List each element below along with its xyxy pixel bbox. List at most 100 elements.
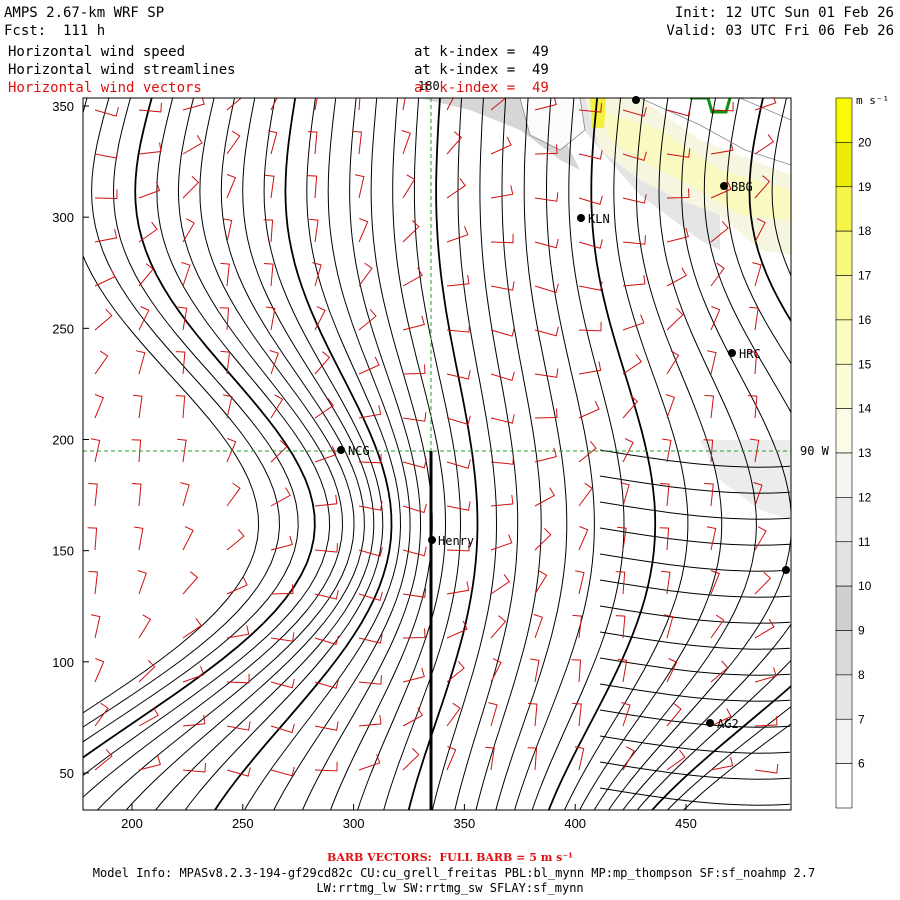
wind-barb [226,721,251,731]
wind-barb [307,131,318,155]
wind-barb [663,614,674,639]
wind-barb [534,326,559,337]
wind-barb [177,306,188,331]
wind-barb [402,503,427,514]
streamline [454,98,519,810]
wind-barb [402,546,427,557]
wind-barb [754,618,775,639]
wind-barb [270,98,278,111]
streamline [599,787,791,806]
wind-barb [446,274,470,287]
field-speed-level: at k-index = 49 [414,44,549,60]
wind-barb [710,306,721,331]
wind-barb [534,408,558,419]
wind-barb [226,438,237,463]
streamline [431,98,498,810]
streamline [475,98,542,810]
wind-barb [226,625,250,639]
wind-barb [753,482,763,507]
wind-barb [710,220,729,243]
streamline [650,98,791,810]
wind-barb [578,103,602,113]
wind-barb [490,414,515,424]
wind-barb [402,267,423,287]
wind-barb [138,263,154,287]
wind-barb [358,262,373,287]
init-time: Init: 12 UTC Sun 01 Feb 26 [674,5,894,21]
wind-barb [135,350,146,375]
wind-barb [659,527,670,551]
streamline [243,98,402,810]
streamline [407,98,479,810]
wind-barb [666,148,691,158]
wind-barb [754,571,772,595]
streamline [599,501,791,520]
wind-barb [138,306,150,331]
wind-barb [138,755,161,771]
streamline [83,98,299,743]
streamline [636,98,791,810]
wind-barb [226,130,241,155]
streamline [666,98,791,810]
wind-barb [307,175,318,199]
wind-barb [534,368,559,378]
wind-barb [88,570,99,595]
wind-barb [138,221,158,243]
wind-barb [314,590,339,600]
wind-barb [358,591,383,602]
colorbar-swatch [835,585,853,631]
map-frame [82,97,792,811]
colorbar-swatch [835,142,853,188]
wind-barb [134,526,144,551]
colorbar-swatch [835,408,853,454]
wind-barb [402,748,420,771]
wind-barb [138,707,159,727]
station-ag2: AG2 [706,717,739,731]
wind-barb [490,494,514,507]
wind-barb [446,226,469,243]
station-hrc-label: HRC [739,347,761,361]
field-streamlines-label: Horizontal wind streamlines [8,62,236,78]
x-tick-label: 250 [232,816,254,831]
wind-barb [622,314,645,331]
colorbar-label: 13 [858,446,872,460]
wind-barb [314,351,331,375]
wind-barb [446,415,471,426]
wind-barb [358,754,381,771]
wind-barb [703,439,714,463]
wind-barb [222,218,233,243]
station-henry-label: Henry [438,534,474,548]
wind-barb [666,227,689,243]
field-vectors-level: at k-index = 49 [414,80,549,96]
wind-barb [578,321,602,332]
wind-barb [530,658,540,683]
wind-barb [358,453,382,464]
station-kln-label: KLN [588,212,610,226]
wind-barb [94,702,109,727]
streamline [383,98,462,810]
y-tick-label: 350 [52,99,74,114]
wind-barb [710,101,734,112]
wind-barb [749,306,759,331]
wind-barb [358,405,382,419]
colorbar-swatch [835,718,853,764]
wind-barb [180,482,190,507]
wind-barb [622,395,639,419]
wind-barb [622,438,634,463]
wind-barb [490,233,514,244]
colorbar-label: 6 [858,757,865,771]
wind-barb [314,98,318,111]
wind-barb [534,570,548,595]
streamline [531,98,625,810]
wind-barb [401,130,411,155]
station-dot-top [632,96,640,104]
wind-barb [710,708,732,727]
wind-barb [666,749,686,771]
colorbar-label: 19 [858,180,872,194]
wind-barb [446,459,471,469]
wind-speed-shading [400,98,791,520]
wind-barb [490,534,513,551]
streamline [599,709,791,728]
wind-barb [622,107,647,117]
colorbar-label: 17 [858,269,872,283]
